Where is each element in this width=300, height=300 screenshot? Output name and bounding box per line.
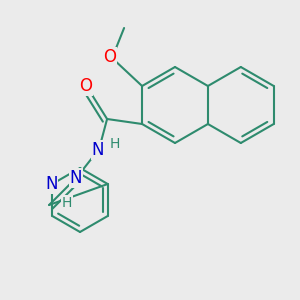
Text: N: N (70, 169, 82, 187)
Text: O: O (80, 77, 93, 95)
Text: H: H (62, 196, 72, 210)
Text: O: O (103, 48, 117, 66)
Text: N: N (92, 141, 104, 159)
Text: N: N (45, 175, 58, 193)
Text: H: H (110, 137, 120, 151)
